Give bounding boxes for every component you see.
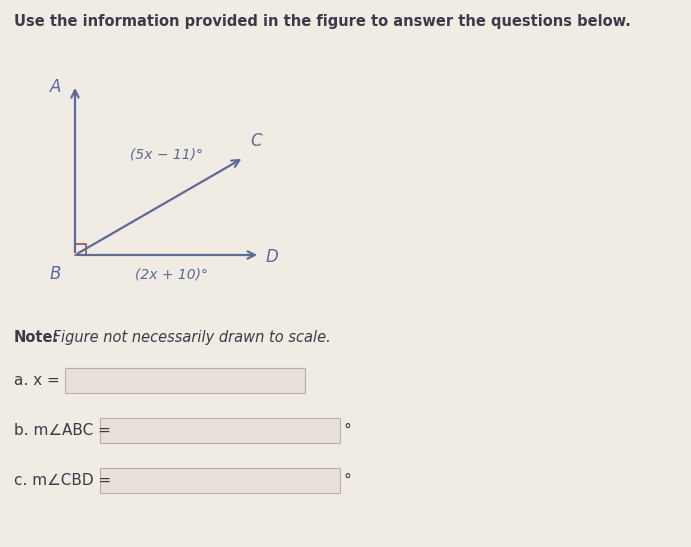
Text: C: C: [250, 131, 261, 149]
Text: D: D: [266, 248, 278, 266]
Text: Figure not necessarily drawn to scale.: Figure not necessarily drawn to scale.: [48, 330, 331, 345]
FancyBboxPatch shape: [100, 418, 340, 443]
Text: a. x =: a. x =: [14, 373, 59, 388]
Text: Note:: Note:: [14, 330, 59, 345]
Text: B: B: [50, 265, 61, 283]
Text: A: A: [50, 78, 61, 96]
Text: c. m∠CBD =: c. m∠CBD =: [14, 473, 111, 488]
FancyBboxPatch shape: [65, 368, 305, 393]
Text: b. m∠ABC =: b. m∠ABC =: [14, 423, 111, 438]
Text: °: °: [344, 473, 352, 488]
FancyBboxPatch shape: [100, 468, 340, 493]
Text: (2x + 10)°: (2x + 10)°: [135, 267, 208, 281]
Text: Use the information provided in the figure to answer the questions below.: Use the information provided in the figu…: [14, 14, 631, 29]
Text: (5x − 11)°: (5x − 11)°: [130, 148, 203, 162]
Text: °: °: [344, 423, 352, 438]
